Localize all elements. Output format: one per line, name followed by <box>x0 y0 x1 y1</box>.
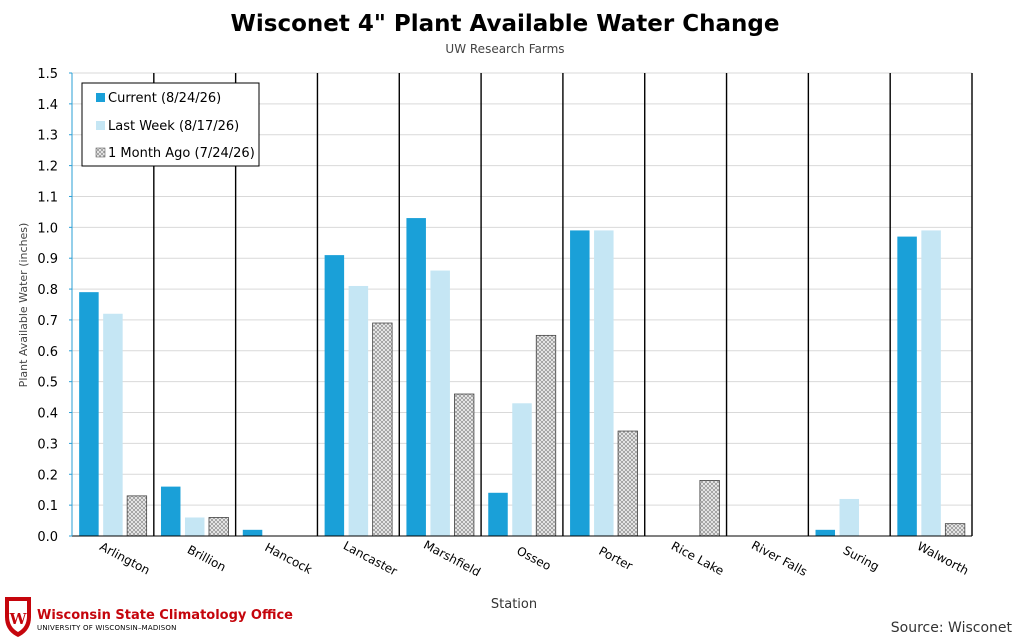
bar-brillion-s1 <box>184 517 205 536</box>
x-tick-label: River Falls <box>749 538 809 579</box>
bar-walworth-s1 <box>921 230 941 537</box>
y-tick-label: 1.3 <box>37 129 58 144</box>
legend: Current (8/24/26) Last Week (8/17/26) 1 … <box>81 82 260 167</box>
bar-marshfield-s0 <box>406 218 426 536</box>
y-tick-label: 0.7 <box>37 314 58 329</box>
legend-label-last-week: Last Week (8/17/26) <box>108 119 239 134</box>
bar-hancock-s0 <box>242 529 263 536</box>
bar-walworth-s2 <box>944 523 966 537</box>
bar-arlington-s1 <box>103 313 123 536</box>
x-tick-label: Hancock <box>262 540 314 577</box>
bar-osseo-s1 <box>512 403 532 536</box>
chart-title: Wisconet 4" Plant Available Water Change <box>231 11 780 37</box>
x-tick-label: Porter <box>596 544 635 573</box>
y-tick-label: 1.2 <box>37 160 58 175</box>
y-tick-labels: 0.0 0.1 0.2 0.3 0.4 0.5 0.6 0.7 0.8 0.9 1.0 1.1 1.2 1… <box>37 67 72 545</box>
x-tick-label: Rice Lake <box>669 539 726 578</box>
bar-walworth-s0 <box>897 236 917 537</box>
station-separators <box>153 73 973 536</box>
bar-lancaster-s1 <box>348 285 369 536</box>
x-tick-label: Lancaster <box>341 538 400 578</box>
source-note: Source: Wisconet <box>891 620 1013 636</box>
logo-subtitle: UNIVERSITY OF WISCONSIN–MADISON <box>37 624 177 632</box>
bar-marshfield-s1 <box>430 270 450 536</box>
bar-arlington-s2 <box>126 495 148 537</box>
y-tick-label: 0.1 <box>37 499 58 514</box>
bar-rice-lake-s2 <box>699 480 720 537</box>
legend-swatch-month-ago <box>95 147 106 158</box>
y-axis-title: Plant Available Water (inches) <box>17 223 30 388</box>
x-tick-label: Arlington <box>97 539 152 577</box>
bar-osseo-s0 <box>488 492 508 536</box>
y-tick-label: 0.6 <box>37 345 58 360</box>
bar-porter-s0 <box>570 230 590 537</box>
legend-label-current: Current (8/24/26) <box>108 91 221 106</box>
y-tick-label: 0.0 <box>37 530 58 545</box>
bar-marshfield-s2 <box>454 393 475 537</box>
bar-arlington-s0 <box>79 292 99 536</box>
legend-swatch-current <box>96 93 105 102</box>
bar-porter-s2 <box>617 430 638 537</box>
logo-name: Wisconsin State Climatology Office <box>37 608 293 623</box>
y-tick-label: 0.3 <box>37 437 58 452</box>
x-tick-label: Brillion <box>185 543 228 575</box>
legend-label-month-ago: 1 Month Ago (7/24/26) <box>108 146 255 161</box>
y-tick-label: 0.4 <box>37 407 58 422</box>
y-tick-label: 1.1 <box>37 190 58 205</box>
logo: W Wisconsin State Climatology Office UNI… <box>5 597 293 637</box>
bar-brillion-s0 <box>160 486 181 536</box>
x-tick-label: Osseo <box>514 544 553 574</box>
x-tick-label: Suring <box>841 543 882 574</box>
y-tick-label: 0.5 <box>37 376 58 391</box>
y-tick-label: 0.2 <box>37 468 58 483</box>
bar-porter-s1 <box>594 230 614 537</box>
bar-lancaster-s2 <box>372 322 393 537</box>
uw-crest-icon: W <box>5 597 31 637</box>
svg-text:W: W <box>9 610 28 628</box>
bar-brillion-s2 <box>208 517 229 537</box>
bar-lancaster-s0 <box>324 255 345 536</box>
y-tick-label: 1.5 <box>37 67 58 82</box>
bar-suring-s0 <box>815 529 836 536</box>
bar-osseo-s2 <box>535 334 557 537</box>
x-tick-label: Marshfield <box>421 538 483 580</box>
y-tick-label: 0.8 <box>37 283 58 298</box>
x-tick-label: Walworth <box>915 539 971 578</box>
y-tick-label: 1.4 <box>37 98 58 113</box>
x-axis-title: Station <box>491 597 537 612</box>
x-category-labels: Arlington Brillion Hancock Lancaster Marshfi… <box>97 538 971 580</box>
legend-swatch-last-week <box>96 121 105 130</box>
bar-suring-s1 <box>839 498 860 536</box>
y-tick-label: 0.9 <box>37 252 58 267</box>
chart-subtitle: UW Research Farms <box>445 42 564 56</box>
bars <box>79 218 966 537</box>
y-tick-label: 1.0 <box>37 221 58 236</box>
legend-box <box>81 82 260 167</box>
